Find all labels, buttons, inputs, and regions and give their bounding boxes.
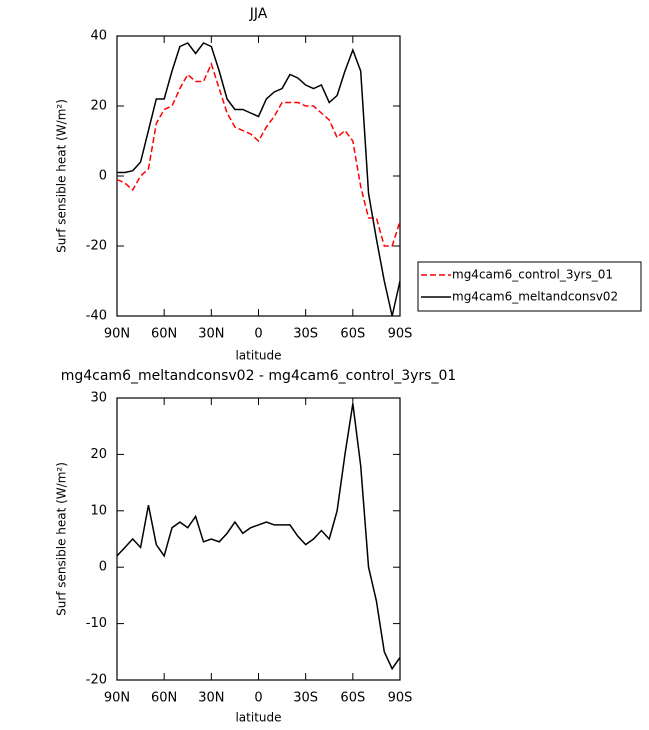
x-tick-label: 30N xyxy=(198,691,224,706)
legend-box xyxy=(417,261,642,312)
legend-label: mg4cam6_control_3yrs_01 xyxy=(452,268,613,282)
x-tick-label: 30S xyxy=(293,327,318,342)
x-tick-label: 90N xyxy=(104,691,130,706)
y-tick-label: 0 xyxy=(99,560,107,575)
x-tick-label: 60N xyxy=(151,327,177,342)
chart-title: mg4cam6_meltandconsv02 - mg4cam6_control… xyxy=(61,368,457,384)
x-tick-label: 60S xyxy=(340,327,365,342)
y-tick-label: -20 xyxy=(86,673,107,688)
x-tick-label: 90S xyxy=(388,327,413,342)
y-axis-label: Surf sensible heat (W/m²) xyxy=(55,99,69,253)
x-axis-label: latitude xyxy=(235,349,281,363)
legend-label: mg4cam6_meltandconsv02 xyxy=(452,290,618,304)
x-axis-label: latitude xyxy=(235,711,281,725)
x-tick-label: 60N xyxy=(151,691,177,706)
y-tick-label: 0 xyxy=(99,169,107,184)
data-line xyxy=(116,403,401,671)
y-tick-label: 20 xyxy=(90,99,107,114)
y-tick-label: 40 xyxy=(90,29,107,44)
x-tick-label: 30S xyxy=(293,691,318,706)
x-tick-label: 30N xyxy=(198,327,224,342)
plot-frame xyxy=(116,397,401,681)
x-tick-label: 0 xyxy=(254,691,262,706)
x-tick-label: 90N xyxy=(104,327,130,342)
y-tick-label: -20 xyxy=(86,239,107,254)
y-axis-label: Surf sensible heat (W/m²) xyxy=(55,462,69,616)
y-tick-label: 10 xyxy=(90,503,107,518)
x-tick-label: 90S xyxy=(388,691,413,706)
y-tick-label: 30 xyxy=(90,391,107,406)
y-tick-label: 20 xyxy=(90,447,107,462)
x-tick-label: 0 xyxy=(254,327,262,342)
y-tick-label: -10 xyxy=(86,616,107,631)
plot-frame xyxy=(116,35,401,317)
y-tick-label: -40 xyxy=(86,309,107,324)
data-line xyxy=(116,61,401,247)
x-tick-label: 60S xyxy=(340,691,365,706)
data-line xyxy=(117,42,401,317)
chart-title: JJA xyxy=(249,6,268,22)
